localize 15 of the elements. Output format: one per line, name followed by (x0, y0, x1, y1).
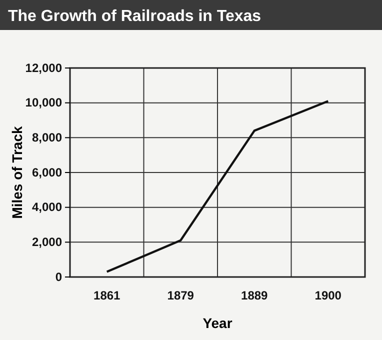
y-tick-label: 12,000 (25, 60, 62, 75)
y-tick-label: 0 (55, 270, 62, 284)
y-tick-label: 6,000 (32, 165, 62, 180)
y-axis-title: Miles of Track (9, 126, 25, 219)
line-series (106, 100, 330, 273)
x-tick-label: 1900 (314, 288, 342, 303)
y-tick-label: 4,000 (32, 200, 62, 214)
x-tick-label: 1879 (167, 288, 194, 303)
x-tick-label: 1889 (241, 288, 268, 303)
y-tick-label: 10,000 (25, 96, 62, 110)
y-tick-label: 2,000 (32, 235, 62, 250)
chart-title: The Growth of Railroads in Texas (8, 8, 262, 25)
y-tick-label: 8,000 (32, 130, 62, 145)
x-tick-label: 1861 (94, 288, 121, 303)
x-axis-title: Year (202, 315, 233, 331)
